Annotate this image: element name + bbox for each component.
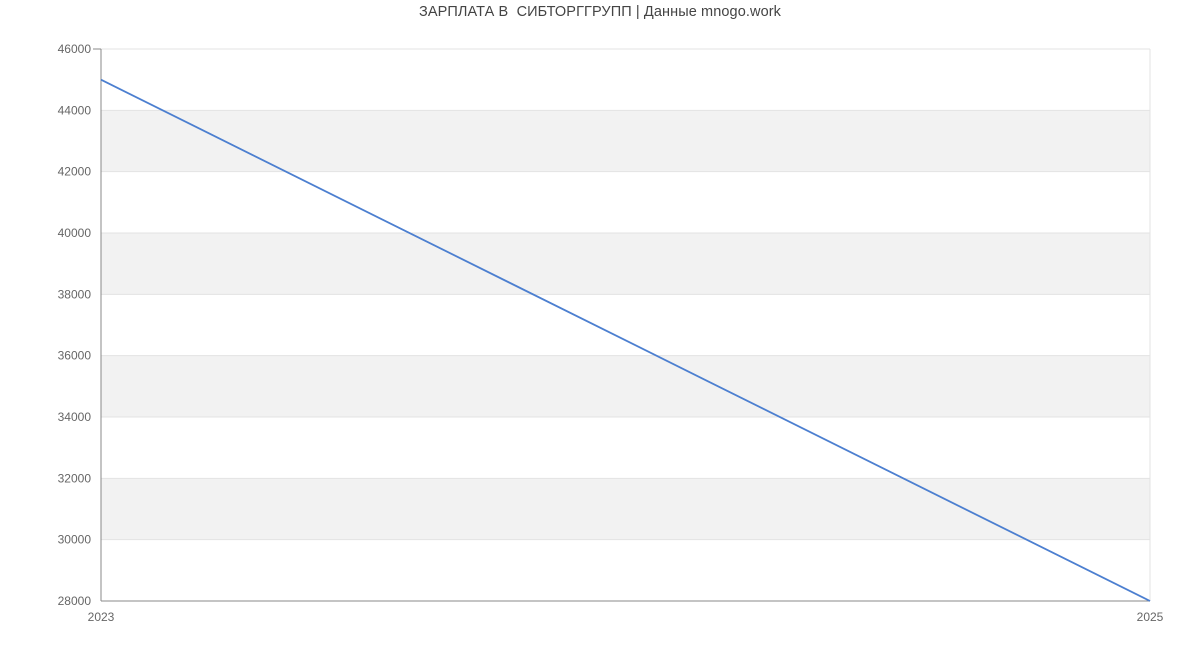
svg-text:2023: 2023 xyxy=(88,610,115,624)
svg-text:44000: 44000 xyxy=(58,103,92,117)
svg-text:32000: 32000 xyxy=(58,471,92,485)
svg-text:38000: 38000 xyxy=(58,287,92,301)
svg-text:34000: 34000 xyxy=(58,410,92,424)
svg-text:40000: 40000 xyxy=(58,226,92,240)
svg-text:28000: 28000 xyxy=(58,594,92,608)
svg-text:46000: 46000 xyxy=(58,42,92,56)
svg-text:42000: 42000 xyxy=(58,165,92,179)
svg-text:2025: 2025 xyxy=(1137,610,1164,624)
svg-text:30000: 30000 xyxy=(58,533,92,547)
svg-text:36000: 36000 xyxy=(58,349,92,363)
